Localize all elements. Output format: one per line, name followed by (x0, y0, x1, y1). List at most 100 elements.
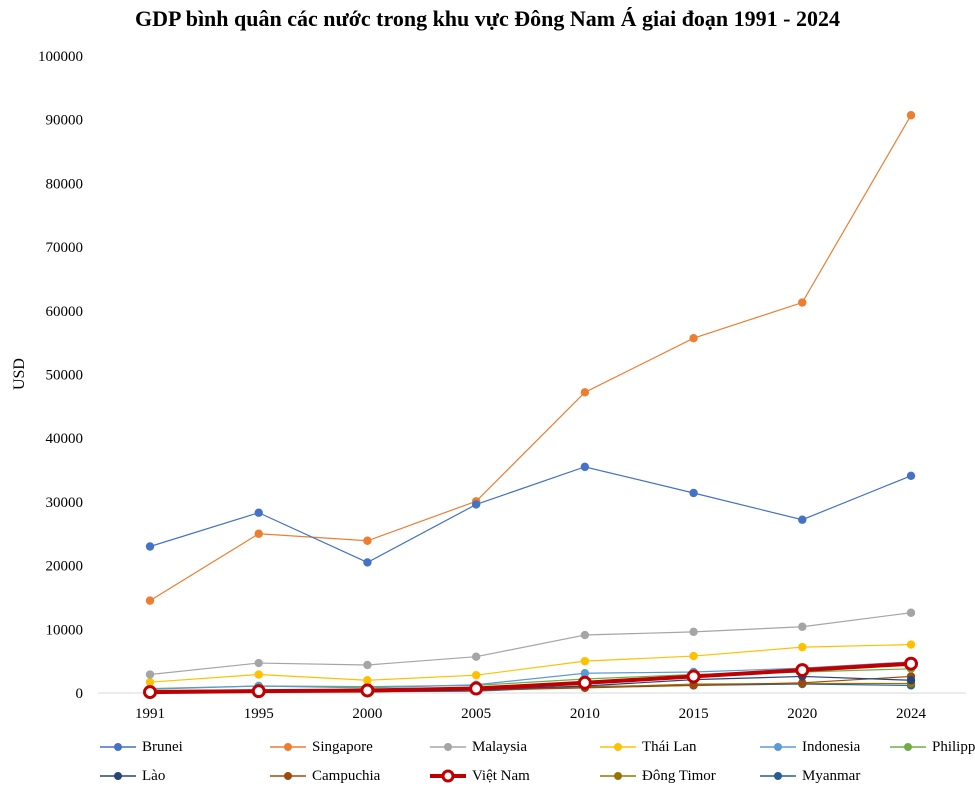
data-point (577, 675, 592, 690)
series-8 (143, 656, 918, 700)
data-point (689, 651, 698, 661)
legend-swatch (890, 743, 926, 751)
x-tick-label: 1995 (244, 706, 274, 722)
legend-item: Việt Nam (430, 765, 530, 787)
y-tick-label: 90000 (46, 113, 84, 129)
data-point (254, 670, 263, 679)
data-point (798, 622, 807, 631)
chart-title: GDP bình quân các nước trong khu vực Đôn… (134, 6, 840, 31)
legend-label: Malaysia (472, 738, 527, 755)
y-tick-label: 60000 (46, 304, 84, 320)
data-point (363, 536, 372, 545)
y-tick-label: 0 (76, 686, 84, 702)
data-point (798, 678, 807, 688)
series-layer (143, 111, 918, 700)
legend-label: Brunei (142, 738, 183, 755)
legend-swatch (430, 769, 466, 783)
legend-item: Malaysia (430, 736, 527, 758)
data-point (363, 660, 372, 670)
data-point (906, 471, 916, 480)
data-point (251, 684, 266, 699)
data-point (145, 542, 155, 551)
x-tick-label: 2020 (787, 706, 817, 722)
legend-swatch (270, 743, 306, 751)
legend-item: Đông Timor (600, 765, 716, 787)
data-point (906, 676, 916, 685)
legend-label: Đông Timor (642, 767, 716, 784)
y-tick-label: 70000 (46, 240, 84, 256)
data-point (471, 670, 481, 680)
y-tick-label: 100000 (38, 49, 83, 65)
data-point (904, 656, 918, 671)
series-3 (145, 640, 916, 687)
series-line (149, 661, 912, 690)
legend-item: Lào (100, 765, 165, 787)
legend-item: Brunei (100, 736, 183, 758)
y-tick-label: 40000 (46, 431, 84, 447)
legend-label: Myanmar (802, 767, 861, 784)
legend-item: Indonesia (760, 736, 860, 758)
legend-item: Thái Lan (600, 736, 697, 758)
legend-swatch (270, 772, 306, 780)
legend-label: Việt Nam (472, 767, 530, 784)
data-point (580, 630, 590, 640)
legend-label: Campuchia (312, 767, 381, 784)
data-point (906, 111, 916, 120)
legend-item: Philippines (890, 736, 975, 758)
legend-swatch (430, 743, 466, 751)
data-point (363, 558, 372, 567)
series-line (149, 466, 912, 564)
series-line (149, 643, 912, 683)
y-tick-label: 50000 (46, 368, 84, 384)
series-line (149, 114, 912, 602)
data-point (795, 663, 810, 678)
legend-swatch (100, 772, 136, 780)
y-tick-label: 80000 (46, 176, 84, 192)
data-point (145, 596, 155, 605)
data-point (471, 652, 481, 661)
x-tick-label: 2000 (352, 706, 382, 722)
y-tick-label: 10000 (46, 622, 84, 638)
data-point (254, 508, 263, 517)
x-axis-ticks: 1991 1995 2000 2005 2010 2015 2020 2024 (135, 706, 927, 722)
legend-item: Singapore (270, 736, 373, 758)
data-point (906, 608, 916, 617)
y-tick-label: 20000 (46, 559, 84, 575)
series-line (149, 612, 912, 676)
data-point (798, 515, 807, 524)
data-point (145, 670, 155, 679)
x-tick-label: 2005 (461, 706, 491, 722)
data-point (143, 685, 157, 700)
x-tick-label: 1991 (135, 706, 165, 722)
series-2 (145, 608, 916, 679)
series-1 (145, 111, 916, 605)
data-point (363, 676, 372, 685)
series-line (149, 661, 912, 695)
legend-swatch (600, 772, 636, 780)
data-point (689, 333, 698, 343)
x-tick-label: 2010 (570, 706, 600, 722)
data-point (254, 529, 263, 538)
data-point (254, 658, 263, 668)
data-point (798, 298, 807, 307)
data-point (580, 462, 590, 472)
legend-label: Philippines (932, 738, 975, 755)
data-point (580, 669, 590, 678)
data-point (580, 388, 590, 397)
series-0 (145, 462, 916, 567)
data-point (906, 640, 916, 649)
legend-swatch (600, 743, 636, 751)
data-point (469, 681, 484, 696)
data-point (689, 488, 698, 498)
legend-label: Singapore (312, 738, 373, 755)
legend-label: Thái Lan (642, 738, 697, 755)
legend-item: Myanmar (760, 765, 860, 787)
data-point (580, 656, 590, 666)
data-point (471, 500, 481, 509)
data-point (145, 677, 155, 687)
y-axis-ticks: 0 10000 20000 30000 40000 50000 60000 70000 8000… (38, 49, 83, 702)
data-point (689, 627, 698, 637)
legend-swatch (760, 772, 796, 780)
data-point (686, 669, 701, 684)
